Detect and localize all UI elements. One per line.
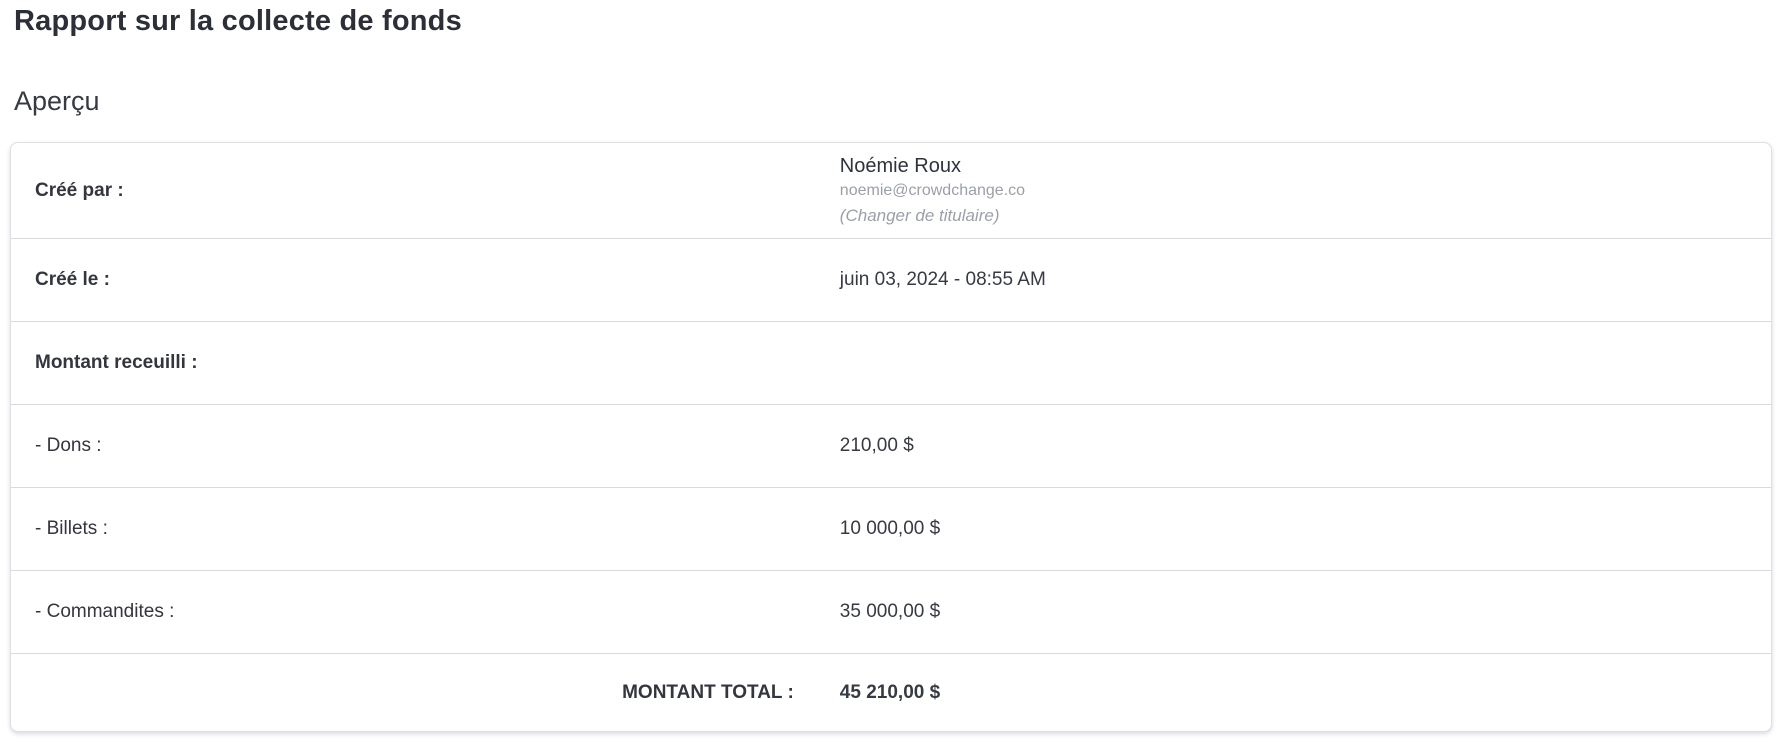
row-sponsorships: - Commandites : 35 000,00 $ <box>11 570 1771 653</box>
change-owner-link[interactable]: (Changer de titulaire) <box>839 206 1000 225</box>
row-amount-collected: Montant receuilli : <box>11 321 1771 404</box>
amount-collected-label: Montant receuilli : <box>35 352 198 373</box>
section-heading-apercu: Aperçu <box>14 86 100 116</box>
created-by-label: Créé par : <box>35 179 124 201</box>
donations-value: 210,00 $ <box>839 435 914 456</box>
owner-name: Noémie Roux <box>839 155 961 177</box>
montant-total-value: 45 210,00 $ <box>839 681 941 703</box>
overview-card: Créé par : Noémie Roux noemie@crowdchang… <box>10 142 1772 732</box>
tickets-label: - Billets : <box>35 518 108 539</box>
row-created-by: Créé par : Noémie Roux noemie@crowdchang… <box>11 143 1771 238</box>
row-tickets: - Billets : 10 000,00 $ <box>11 487 1771 570</box>
owner-email: noemie@crowdchange.co <box>839 182 1026 199</box>
page-title: Rapport sur la collecte de fonds <box>14 5 462 37</box>
created-on-label: Créé le : <box>35 269 110 290</box>
row-created-on: Créé le : juin 03, 2024 - 08:55 AM <box>11 238 1771 321</box>
sponsorships-value: 35 000,00 $ <box>839 601 941 622</box>
row-donations: - Dons : 210,00 $ <box>11 404 1771 487</box>
tickets-value: 10 000,00 $ <box>839 518 941 539</box>
created-on-value: juin 03, 2024 - 08:55 AM <box>839 269 1046 290</box>
montant-total-label: MONTANT TOTAL : <box>622 681 794 703</box>
amount-collected-value <box>812 353 1771 373</box>
created-by-value: Noémie Roux noemie@crowdchange.co (Chang… <box>812 143 1771 238</box>
row-montant-total: MONTANT TOTAL : 45 210,00 $ <box>11 653 1771 731</box>
sponsorships-label: - Commandites : <box>35 601 175 622</box>
donations-label: - Dons : <box>35 435 102 456</box>
